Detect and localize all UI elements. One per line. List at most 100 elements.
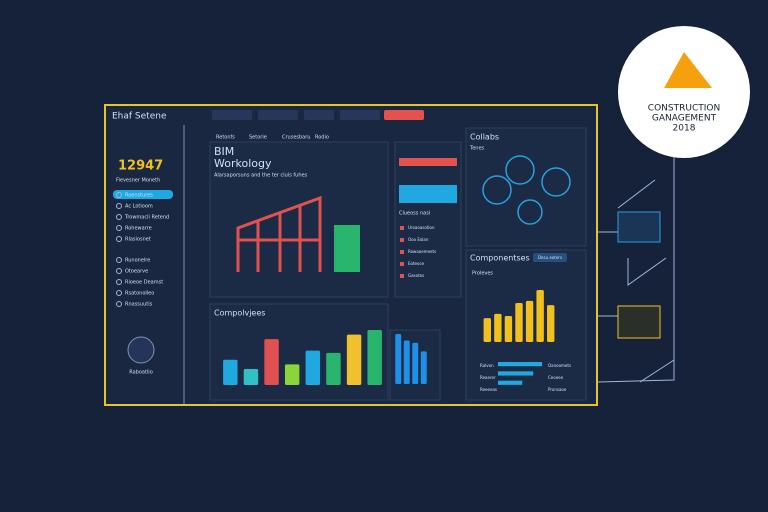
nav: Roenstures Ac Lotioom Trowmacli Retend Rohe…	[116, 192, 169, 308]
toolbar-button[interactable]	[258, 110, 298, 120]
side-item: Rowaoemeets	[408, 249, 436, 254]
row-value: Ceoeee	[548, 375, 564, 380]
chart-title: Compolvjees	[214, 309, 265, 318]
nav-item[interactable]: Runonelre	[125, 258, 150, 264]
building-frame	[236, 195, 322, 272]
side-button[interactable]	[399, 158, 457, 166]
chart-panel	[209, 303, 389, 401]
bar	[243, 368, 259, 385]
nav-item[interactable]: Otoearve	[125, 269, 148, 275]
components-title: Componentses	[470, 254, 530, 263]
side-item: Uroaoasotion	[408, 225, 435, 230]
hero-caption: Alarsaporsuns and the ter cluis fuhes	[214, 173, 308, 179]
badge-text: 2018	[673, 124, 696, 134]
row-label: Ralvon	[480, 363, 494, 368]
bar	[494, 313, 502, 342]
nav-item[interactable]: Rsatonolleo	[125, 291, 154, 297]
nav-icon	[116, 268, 122, 274]
side-panel	[394, 141, 462, 298]
tab[interactable]: Crusesbaru	[282, 135, 310, 141]
components-subtitle: Proleves	[472, 271, 493, 277]
row-value: Pronsaoe	[548, 387, 567, 392]
bar	[420, 351, 427, 384]
kpi: 12947	[118, 159, 163, 174]
toolbar	[212, 110, 424, 120]
icon-box	[617, 305, 661, 339]
bar	[498, 362, 542, 367]
collabs-panel	[465, 127, 587, 247]
side-button[interactable]	[399, 185, 457, 203]
nav-item[interactable]: Ac Lotioom	[125, 204, 153, 210]
app-title: Ehaf Setene	[112, 112, 167, 122]
nav-item[interactable]: Trowmacli Retend	[124, 215, 169, 221]
bar	[326, 352, 341, 385]
side-item: Gasotes	[408, 273, 424, 278]
side-item: Ooo Eolan	[408, 237, 429, 242]
nav-icon	[116, 203, 122, 209]
side-icon	[400, 262, 404, 266]
side-icon	[400, 274, 404, 278]
badge-text: CONSTRUCTION	[648, 104, 720, 114]
tabs: Retonfs Setorie Crusesbaru Rodio	[216, 135, 329, 141]
row-value: Oanoomets	[548, 363, 571, 368]
hero-subtitle: Workology	[214, 157, 272, 170]
toolbar-button[interactable]	[304, 110, 334, 120]
nav-item[interactable]: Rnassuutis	[125, 302, 153, 308]
bar	[284, 364, 300, 385]
components-button-label[interactable]: Desu eoters	[538, 255, 562, 260]
collabs-caption: Tenes	[469, 146, 485, 152]
side-item: Eoteoce	[408, 261, 425, 266]
nav-item[interactable]: Rohewarre	[125, 226, 152, 232]
globes	[482, 155, 571, 225]
tab[interactable]: Setorie	[249, 135, 267, 141]
bar	[515, 303, 523, 342]
toolbar-button[interactable]	[340, 110, 380, 120]
nav-active[interactable]	[113, 190, 173, 199]
toolbar-button[interactable]	[212, 110, 252, 120]
side-title: Clueoss nasi	[399, 211, 430, 217]
nav-icon	[116, 192, 122, 198]
bar	[525, 300, 534, 342]
toolbar-button[interactable]	[384, 110, 424, 120]
nav-item[interactable]: Rioeoe Deamst	[125, 280, 163, 286]
hero-title: BIM	[214, 145, 234, 158]
side-icon	[400, 226, 404, 230]
bar	[504, 316, 513, 342]
bar	[264, 339, 279, 385]
nav-icon	[116, 214, 122, 220]
nav-icon	[116, 236, 122, 242]
nav-icon	[116, 290, 122, 296]
bar	[547, 305, 555, 342]
side-list: Uroaoasotion Ooo Eolan Rowaoemeets Eoteoce G…	[400, 225, 436, 278]
nav-item[interactable]: Rlasiosnet	[125, 237, 151, 243]
tab[interactable]: Rodio	[315, 135, 329, 141]
nav-icon	[116, 225, 122, 231]
bar	[403, 340, 410, 384]
avatar[interactable]	[127, 336, 155, 364]
building-block	[334, 225, 360, 272]
kpi-caption: Fievesner Moneth	[116, 178, 160, 184]
side-icon	[400, 238, 404, 242]
side-icon	[400, 250, 404, 254]
badge-text: GANAGEMENT	[652, 114, 717, 124]
bar	[367, 330, 382, 385]
user-name: Raboatlio	[129, 370, 153, 376]
nav-icon	[116, 279, 122, 285]
components-button[interactable]	[533, 253, 567, 262]
badge-logo	[664, 52, 712, 88]
bar	[395, 334, 402, 384]
bar	[223, 359, 238, 385]
bar	[346, 334, 362, 385]
row-label: Reeeeas	[480, 387, 497, 392]
bar	[412, 342, 419, 384]
nav-icon	[116, 257, 122, 263]
nav-item[interactable]: Roenstures	[125, 193, 153, 199]
bar	[498, 371, 534, 376]
row-label: Reaerer	[480, 375, 496, 380]
tab[interactable]: Retonfs	[216, 135, 235, 141]
bar	[498, 380, 523, 385]
connectors	[596, 155, 675, 383]
bar	[305, 350, 321, 385]
